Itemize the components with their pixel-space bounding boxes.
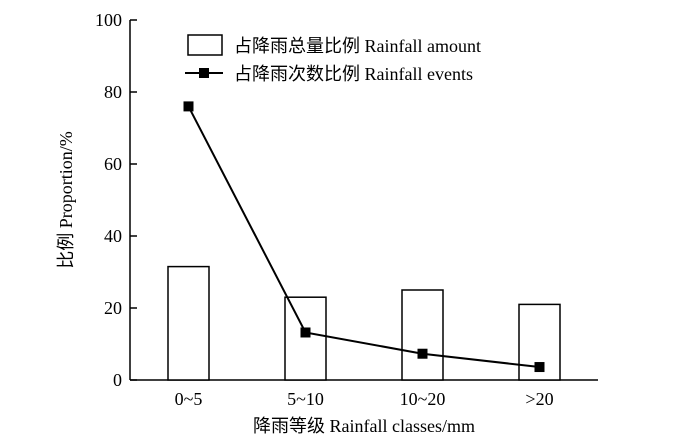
y-axis-label: 比例 Proportion/% [56, 131, 76, 269]
bar [401, 289, 444, 381]
x-tick-label: 5~10 [287, 389, 324, 409]
line-point [300, 327, 311, 338]
y-tick-label: 0 [113, 370, 122, 390]
y-ticks: 0 20 40 60 80 100 [95, 10, 137, 390]
legend-line-marker [199, 68, 209, 78]
series-line [187, 105, 540, 369]
line-series [183, 101, 545, 373]
y-tick-label: 100 [95, 10, 122, 30]
x-tick-label: >20 [525, 389, 553, 409]
legend-bar-label: 占降雨总量比例 Rainfall amount [234, 36, 481, 56]
legend-bar-swatch [187, 34, 223, 56]
bar [167, 265, 210, 381]
legend-line-label: 占降雨次数比例 Rainfall events [234, 64, 473, 84]
y-tick-label: 40 [104, 226, 122, 246]
line-point [534, 362, 545, 373]
y-tick-label: 20 [104, 298, 122, 318]
line-point [183, 101, 194, 112]
line-point [417, 348, 428, 359]
x-tick-label: 0~5 [175, 389, 203, 409]
y-tick-label: 80 [104, 82, 122, 102]
bar [284, 296, 327, 381]
legend: 占降雨总量比例 Rainfall amount 占降雨次数比例 Rainfall… [185, 34, 481, 84]
y-tick-label: 60 [104, 154, 122, 174]
bar-series [167, 265, 561, 381]
x-tick-label: 10~20 [400, 389, 446, 409]
x-axis-label: 降雨等级 Rainfall classes/mm [253, 416, 475, 436]
